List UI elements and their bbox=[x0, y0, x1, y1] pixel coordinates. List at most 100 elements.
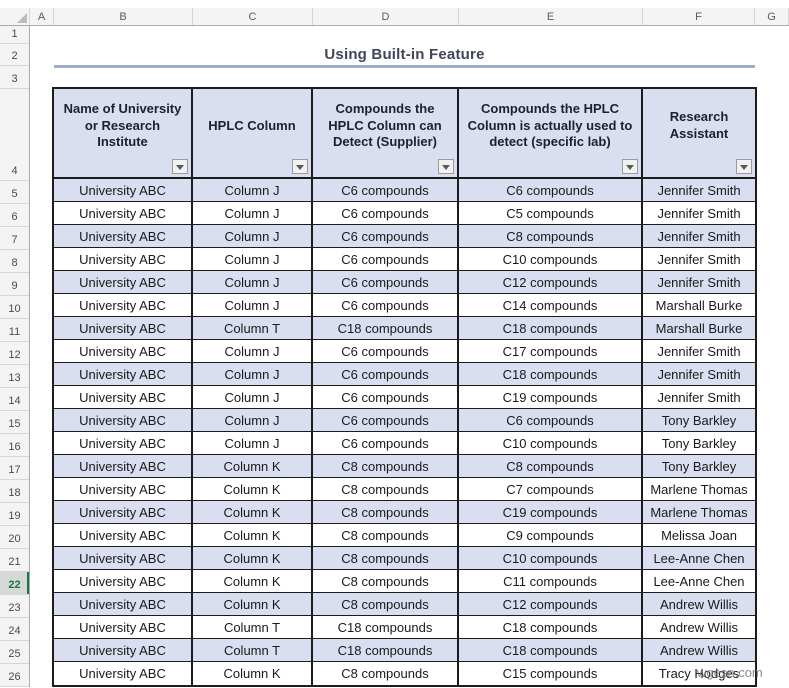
table-cell[interactable]: Jennifer Smith bbox=[643, 202, 755, 225]
table-cell[interactable]: University ABC bbox=[54, 317, 193, 340]
table-cell[interactable]: Column T bbox=[193, 616, 313, 639]
table-cell[interactable]: C15 compounds bbox=[459, 662, 643, 685]
header-cell[interactable]: Research Assistant bbox=[643, 89, 755, 179]
table-cell[interactable]: C8 compounds bbox=[313, 547, 459, 570]
table-cell[interactable]: University ABC bbox=[54, 662, 193, 685]
table-cell[interactable]: Lee-Anne Chen bbox=[643, 570, 755, 593]
table-cell[interactable]: Column K bbox=[193, 455, 313, 478]
table-cell[interactable]: C18 compounds bbox=[313, 616, 459, 639]
row-header-1[interactable]: 1 bbox=[0, 26, 29, 44]
table-cell[interactable]: Melissa Joan bbox=[643, 524, 755, 547]
table-cell[interactable]: Andrew Willis bbox=[643, 616, 755, 639]
table-cell[interactable]: Column J bbox=[193, 202, 313, 225]
table-cell[interactable]: C10 compounds bbox=[459, 432, 643, 455]
table-cell[interactable]: C6 compounds bbox=[459, 179, 643, 202]
table-cell[interactable]: C6 compounds bbox=[313, 225, 459, 248]
table-cell[interactable]: Jennifer Smith bbox=[643, 248, 755, 271]
table-cell[interactable]: Column J bbox=[193, 294, 313, 317]
table-cell[interactable]: Column J bbox=[193, 271, 313, 294]
table-cell[interactable]: C8 compounds bbox=[313, 455, 459, 478]
table-cell[interactable]: C6 compounds bbox=[313, 363, 459, 386]
row-header-15[interactable]: 15 bbox=[0, 411, 29, 434]
table-cell[interactable]: University ABC bbox=[54, 202, 193, 225]
row-header-18[interactable]: 18 bbox=[0, 480, 29, 503]
table-cell[interactable]: C8 compounds bbox=[313, 478, 459, 501]
row-header-16[interactable]: 16 bbox=[0, 434, 29, 457]
table-cell[interactable]: Jennifer Smith bbox=[643, 386, 755, 409]
row-header-4[interactable]: 4 bbox=[0, 89, 29, 181]
row-header-8[interactable]: 8 bbox=[0, 250, 29, 273]
table-cell[interactable]: University ABC bbox=[54, 294, 193, 317]
row-header-6[interactable]: 6 bbox=[0, 204, 29, 227]
table-cell[interactable]: C18 compounds bbox=[459, 317, 643, 340]
table-cell[interactable]: Column J bbox=[193, 179, 313, 202]
row-header-2[interactable]: 2 bbox=[0, 44, 29, 66]
table-cell[interactable]: University ABC bbox=[54, 179, 193, 202]
table-cell[interactable]: Marlene Thomas bbox=[643, 501, 755, 524]
table-cell[interactable]: University ABC bbox=[54, 340, 193, 363]
table-cell[interactable]: Column K bbox=[193, 478, 313, 501]
table-cell[interactable]: Column K bbox=[193, 662, 313, 685]
table-cell[interactable]: Jennifer Smith bbox=[643, 271, 755, 294]
table-cell[interactable]: Tony Barkley bbox=[643, 455, 755, 478]
table-cell[interactable]: C18 compounds bbox=[313, 317, 459, 340]
table-cell[interactable]: Jennifer Smith bbox=[643, 179, 755, 202]
row-header-3[interactable]: 3 bbox=[0, 66, 29, 89]
table-cell[interactable]: C8 compounds bbox=[313, 570, 459, 593]
table-cell[interactable]: C18 compounds bbox=[313, 639, 459, 662]
row-header-13[interactable]: 13 bbox=[0, 365, 29, 388]
table-cell[interactable]: Column K bbox=[193, 547, 313, 570]
table-cell[interactable]: C19 compounds bbox=[459, 501, 643, 524]
table-cell[interactable]: Jennifer Smith bbox=[643, 225, 755, 248]
column-header-A[interactable]: A bbox=[30, 8, 54, 25]
table-cell[interactable]: C6 compounds bbox=[313, 386, 459, 409]
filter-dropdown-button[interactable] bbox=[172, 159, 188, 174]
table-cell[interactable]: C8 compounds bbox=[313, 524, 459, 547]
table-cell[interactable]: University ABC bbox=[54, 225, 193, 248]
table-cell[interactable]: Column J bbox=[193, 248, 313, 271]
table-cell[interactable]: University ABC bbox=[54, 432, 193, 455]
column-header-D[interactable]: D bbox=[313, 8, 459, 25]
table-cell[interactable]: C17 compounds bbox=[459, 340, 643, 363]
header-cell[interactable]: Name of University or Research Institute bbox=[54, 89, 193, 179]
header-cell[interactable]: HPLC Column bbox=[193, 89, 313, 179]
table-cell[interactable]: Column K bbox=[193, 570, 313, 593]
table-cell[interactable]: Column T bbox=[193, 639, 313, 662]
table-cell[interactable]: C6 compounds bbox=[313, 409, 459, 432]
select-all-corner[interactable] bbox=[0, 8, 30, 25]
table-cell[interactable]: Column J bbox=[193, 225, 313, 248]
table-cell[interactable]: Jennifer Smith bbox=[643, 363, 755, 386]
table-cell[interactable]: C6 compounds bbox=[459, 409, 643, 432]
column-header-C[interactable]: C bbox=[193, 8, 313, 25]
row-header-5[interactable]: 5 bbox=[0, 181, 29, 204]
table-cell[interactable]: University ABC bbox=[54, 409, 193, 432]
row-header-23[interactable]: 23 bbox=[0, 595, 29, 618]
table-cell[interactable]: C8 compounds bbox=[313, 501, 459, 524]
table-cell[interactable]: Lee-Anne Chen bbox=[643, 547, 755, 570]
table-cell[interactable]: Andrew Willis bbox=[643, 639, 755, 662]
table-cell[interactable]: C6 compounds bbox=[313, 271, 459, 294]
table-cell[interactable]: C6 compounds bbox=[313, 179, 459, 202]
table-cell[interactable]: Column T bbox=[193, 317, 313, 340]
table-cell[interactable]: Column J bbox=[193, 386, 313, 409]
row-header-19[interactable]: 19 bbox=[0, 503, 29, 526]
header-cell[interactable]: Compounds the HPLC Column can Detect (Su… bbox=[313, 89, 459, 179]
table-cell[interactable]: C14 compounds bbox=[459, 294, 643, 317]
table-cell[interactable]: Tony Barkley bbox=[643, 409, 755, 432]
table-cell[interactable]: C18 compounds bbox=[459, 639, 643, 662]
table-cell[interactable]: Column J bbox=[193, 432, 313, 455]
row-header-7[interactable]: 7 bbox=[0, 227, 29, 250]
header-cell[interactable]: Compounds the HPLC Column is actually us… bbox=[459, 89, 643, 179]
row-header-17[interactable]: 17 bbox=[0, 457, 29, 480]
column-header-B[interactable]: B bbox=[54, 8, 193, 25]
row-header-10[interactable]: 10 bbox=[0, 296, 29, 319]
table-cell[interactable]: C11 compounds bbox=[459, 570, 643, 593]
filter-dropdown-button[interactable] bbox=[622, 159, 638, 174]
row-header-26[interactable]: 26 bbox=[0, 664, 29, 687]
table-cell[interactable]: C8 compounds bbox=[313, 593, 459, 616]
table-cell[interactable]: C8 compounds bbox=[313, 662, 459, 685]
filter-dropdown-button[interactable] bbox=[292, 159, 308, 174]
table-cell[interactable]: Tracy Hodges bbox=[658, 666, 740, 681]
row-header-22[interactable]: 22 bbox=[0, 572, 29, 595]
table-cell[interactable]: University ABC bbox=[54, 271, 193, 294]
